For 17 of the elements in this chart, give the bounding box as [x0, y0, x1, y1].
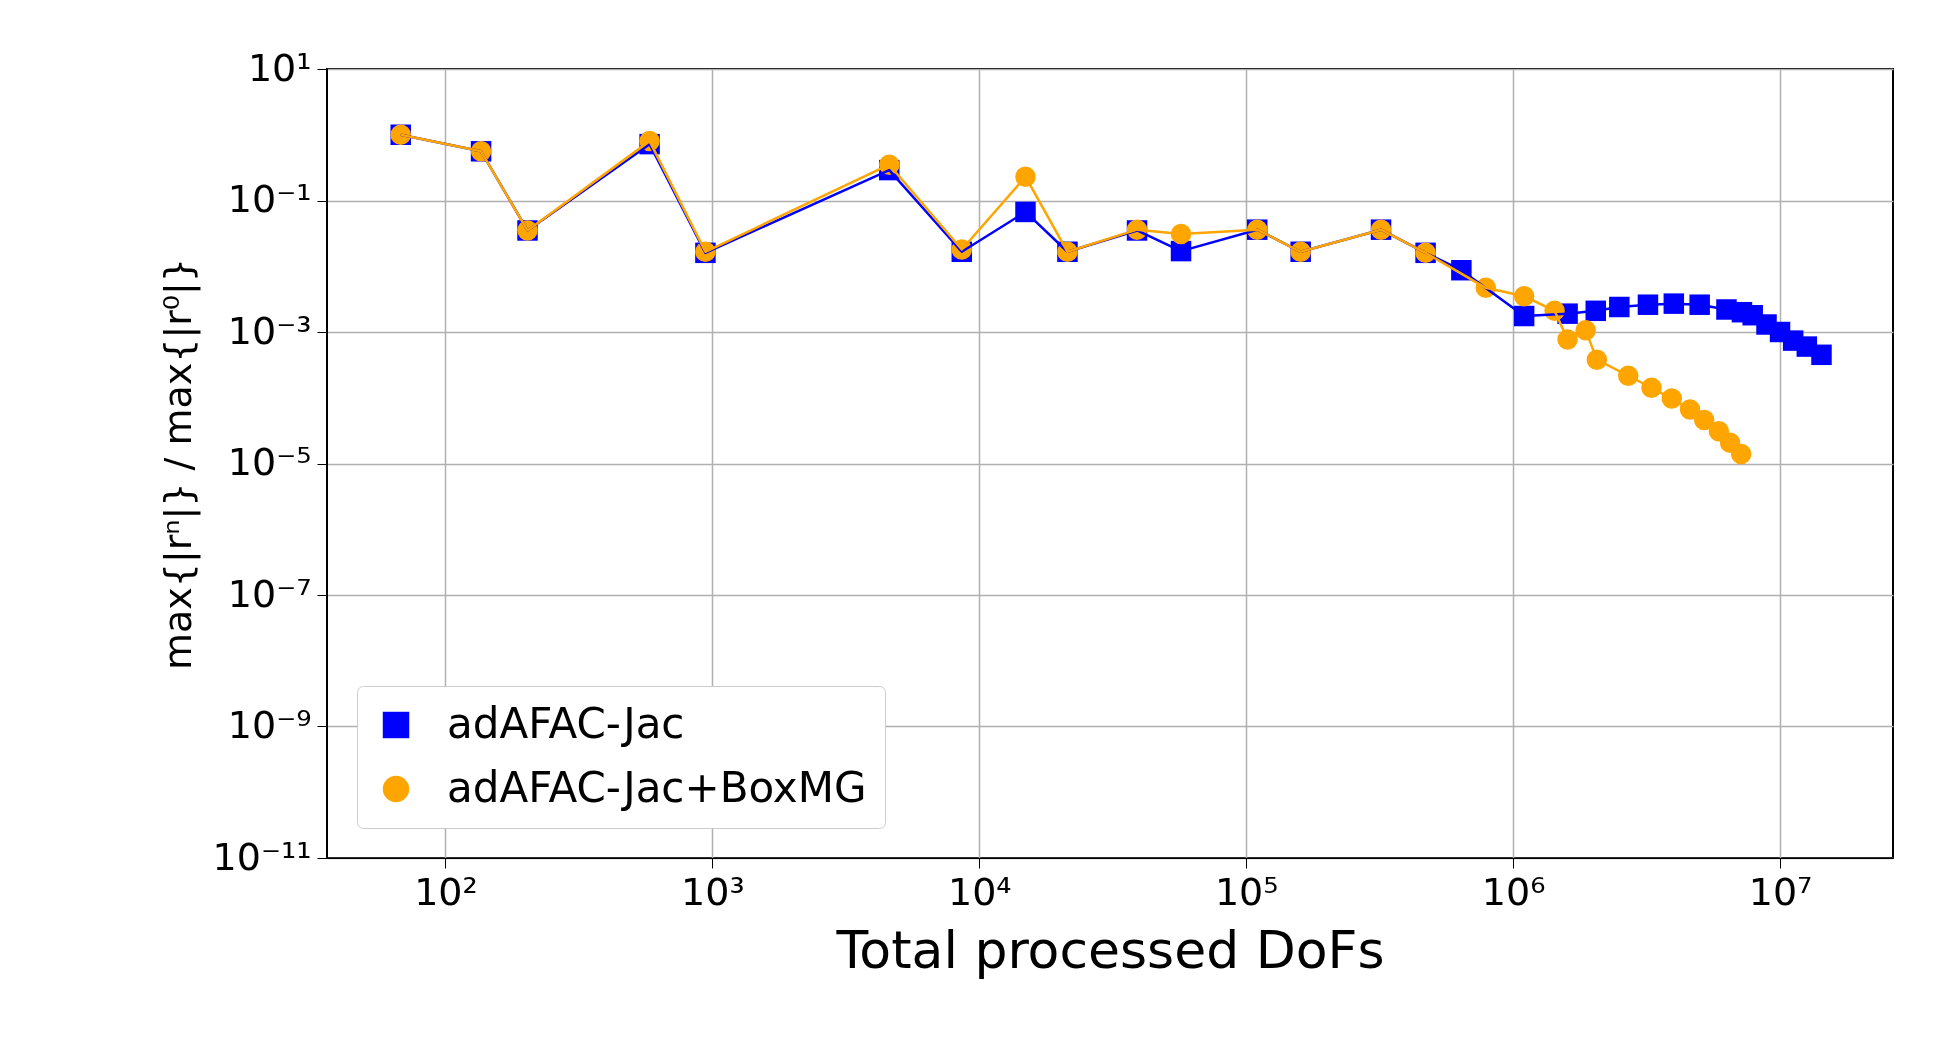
- x-axis-title: Total processed DoFs: [835, 919, 1385, 980]
- x-tick-label: 10⁷: [1748, 869, 1813, 914]
- y-tick-label: 10⁻⁵: [227, 440, 312, 484]
- x-tick-label: 10³: [681, 869, 745, 914]
- y-tick-label: 10⁻³: [227, 308, 312, 353]
- y-tick-label: 10⁻¹: [227, 177, 312, 221]
- x-tick-label: 10⁵: [1214, 869, 1279, 914]
- legend-label: adAFAC-Jac+BoxMG: [447, 763, 867, 812]
- y-tick-label: 10¹: [247, 45, 312, 90]
- y-tick-label: 10⁻⁷: [227, 571, 312, 616]
- x-tick-label: 10⁴: [947, 869, 1012, 914]
- x-tick-label: 10²: [414, 869, 478, 914]
- legend-label: adAFAC-Jac: [447, 699, 685, 748]
- y-axis-title: max{|rⁿ|} / max{|r⁰|}: [155, 257, 201, 671]
- y-tick-label: 10⁻¹¹: [212, 834, 312, 879]
- x-tick-label: 10⁶: [1481, 869, 1546, 914]
- y-tick-label: 10⁻⁹: [227, 703, 312, 747]
